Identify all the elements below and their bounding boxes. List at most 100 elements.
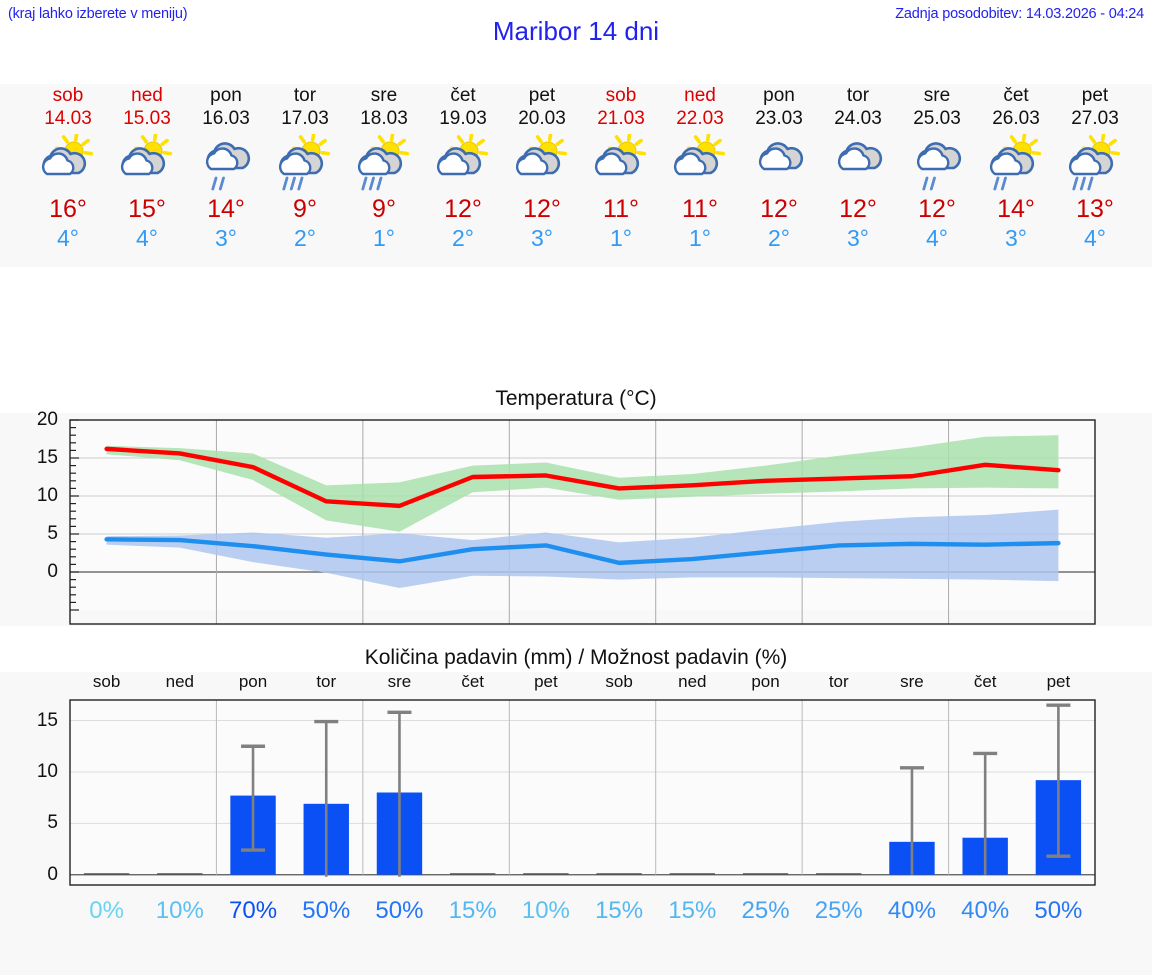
- precipitation-probability-label: 15%: [668, 897, 717, 924]
- day-of-week-label: tor: [293, 85, 317, 106]
- precipitation-y-tick-label: 5: [47, 812, 58, 834]
- temperature-chart: [69, 419, 1096, 625]
- weather-icon-wrapper: [503, 132, 582, 194]
- low-temperature-label: 4°: [926, 225, 948, 251]
- low-temperature-label: 1°: [373, 225, 395, 251]
- sun-cloud-icon: [436, 134, 489, 176]
- day-column[interactable]: ned 22.03 11° 1°: [661, 84, 740, 252]
- precipitation-day-label: pet: [534, 672, 558, 691]
- temperature-series-line: [104, 537, 1061, 566]
- day-column[interactable]: pon 23.03 12° 2°: [740, 84, 819, 252]
- sun-cloud-icon: [594, 134, 647, 176]
- precipitation-bar[interactable]: [523, 873, 569, 875]
- day-column[interactable]: pet 27.03 13° 4°: [1056, 84, 1135, 252]
- day-date-label: 26.03: [992, 108, 1040, 129]
- low-temperature-label: 3°: [1005, 225, 1027, 251]
- precipitation-error-bar: [241, 744, 266, 852]
- day-of-week-label: pon: [763, 85, 795, 106]
- weather-icon-wrapper: [108, 132, 187, 194]
- precipitation-probability-label: 0%: [89, 897, 124, 924]
- precipitation-axis-frame: [69, 699, 1096, 886]
- temperature-y-tick-label: 15: [36, 447, 58, 468]
- precipitation-probability-label: 10%: [521, 897, 570, 924]
- day-column[interactable]: tor 24.03 12° 3°: [819, 84, 898, 252]
- sun-cloud-icon: [515, 134, 568, 176]
- precipitation-day-label: ned: [165, 672, 194, 691]
- weather-icon-wrapper: [1056, 132, 1135, 194]
- cloud-rain-icon: [205, 142, 251, 191]
- precipitation-bar[interactable]: [816, 873, 862, 875]
- precipitation-day-label: pon: [238, 672, 268, 691]
- precipitation-probability-label: 25%: [814, 897, 863, 924]
- precipitation-day-label: čet: [461, 672, 485, 691]
- precipitation-error-bar: [973, 751, 998, 875]
- high-temperature-label: 12°: [523, 195, 561, 223]
- precipitation-day-label: čet: [973, 672, 997, 691]
- weather-icon-wrapper: [661, 132, 740, 194]
- precipitation-bar[interactable]: [83, 873, 130, 875]
- day-column[interactable]: ned 15.03 15° 4°: [108, 84, 187, 252]
- day-column[interactable]: pon 16.03 14° 3°: [187, 84, 266, 252]
- precipitation-bar[interactable]: [742, 873, 789, 875]
- day-column[interactable]: sre 18.03 9° 1°: [345, 84, 424, 252]
- day-of-week-label: sre: [370, 85, 398, 106]
- day-of-week-label: čet: [1003, 85, 1029, 106]
- precipitation-bar[interactable]: [596, 873, 642, 875]
- page-header: (kraj lahko izberete v meniju) Maribor 1…: [0, 0, 1152, 56]
- day-of-week-label: čet: [450, 85, 476, 106]
- high-temperature-label: 12°: [918, 195, 956, 223]
- precipitation-bar[interactable]: [669, 873, 716, 875]
- precipitation-y-tick-label: 15: [36, 709, 58, 731]
- day-date-label: 20.03: [518, 108, 566, 129]
- menu-hint-label: (kraj lahko izberete v meniju): [8, 6, 188, 22]
- precipitation-day-label: sre: [387, 672, 412, 691]
- day-date-label: 17.03: [281, 108, 329, 129]
- low-temperature-label: 3°: [847, 225, 869, 251]
- high-temperature-label: 11°: [682, 195, 718, 223]
- day-column[interactable]: sob 14.03 16° 4°: [29, 84, 108, 252]
- precipitation-probability-label: 15%: [448, 897, 497, 924]
- weather-icon-wrapper: [977, 132, 1056, 194]
- day-column[interactable]: sre 25.03 12° 4°: [898, 84, 977, 252]
- day-of-week-label: sre: [923, 85, 951, 106]
- high-temperature-label: 13°: [1076, 195, 1114, 223]
- precipitation-y-tick-label: 10: [36, 760, 58, 782]
- day-column[interactable]: sob 21.03 11° 1°: [582, 84, 661, 252]
- day-of-week-label: sob: [605, 85, 637, 106]
- precipitation-day-label: sob: [605, 672, 633, 691]
- high-temperature-label: 14°: [997, 195, 1035, 223]
- day-column[interactable]: čet 19.03 12° 2°: [424, 84, 503, 252]
- day-date-label: 23.03: [755, 108, 803, 129]
- high-temperature-label: 9°: [293, 195, 317, 223]
- precipitation-probability-label: 50%: [1034, 897, 1083, 924]
- high-temperature-label: 11°: [603, 195, 639, 223]
- day-of-week-label: ned: [684, 85, 716, 106]
- precipitation-probability-label: 15%: [595, 897, 644, 924]
- day-date-label: 21.03: [597, 108, 645, 129]
- precipitation-day-label: tor: [828, 672, 849, 691]
- precipitation-bar[interactable]: [157, 873, 203, 875]
- low-temperature-label: 4°: [57, 225, 79, 251]
- precipitation-bar[interactable]: [449, 873, 496, 875]
- precipitation-day-label: tor: [316, 672, 337, 691]
- weather-icon-wrapper: [424, 132, 503, 194]
- temperature-axis-frame: [69, 419, 1096, 625]
- precipitation-day-label: pon: [751, 672, 780, 691]
- high-temperature-label: 12°: [444, 195, 482, 223]
- day-date-label: 24.03: [834, 108, 882, 129]
- cloud-icon: [837, 142, 883, 171]
- day-column[interactable]: pet 20.03 12° 3°: [503, 84, 582, 252]
- day-column[interactable]: tor 17.03 9° 2°: [266, 84, 345, 252]
- day-column[interactable]: čet 26.03 14° 3°: [977, 84, 1056, 252]
- temperature-chart-section: Temperatura (°C) © vreme.us & vreme.pro …: [0, 381, 1152, 864]
- cloud-rain-icon: [916, 142, 962, 191]
- day-date-label: 22.03: [676, 108, 724, 129]
- high-temperature-label: 9°: [372, 195, 396, 223]
- low-temperature-label: 2°: [452, 225, 474, 251]
- high-temperature-label: 12°: [839, 195, 877, 223]
- precipitation-day-label: pet: [1046, 672, 1071, 691]
- sun-cloud-rain3-icon: [1068, 134, 1121, 191]
- precipitation-probability-label: 70%: [229, 897, 278, 924]
- precipitation-probability-label: 40%: [887, 897, 936, 924]
- daily-forecast-strip: sob 14.03 16° 4° ned 15.03 15° 4° pon 16.03 14° 3° t…: [0, 84, 1152, 267]
